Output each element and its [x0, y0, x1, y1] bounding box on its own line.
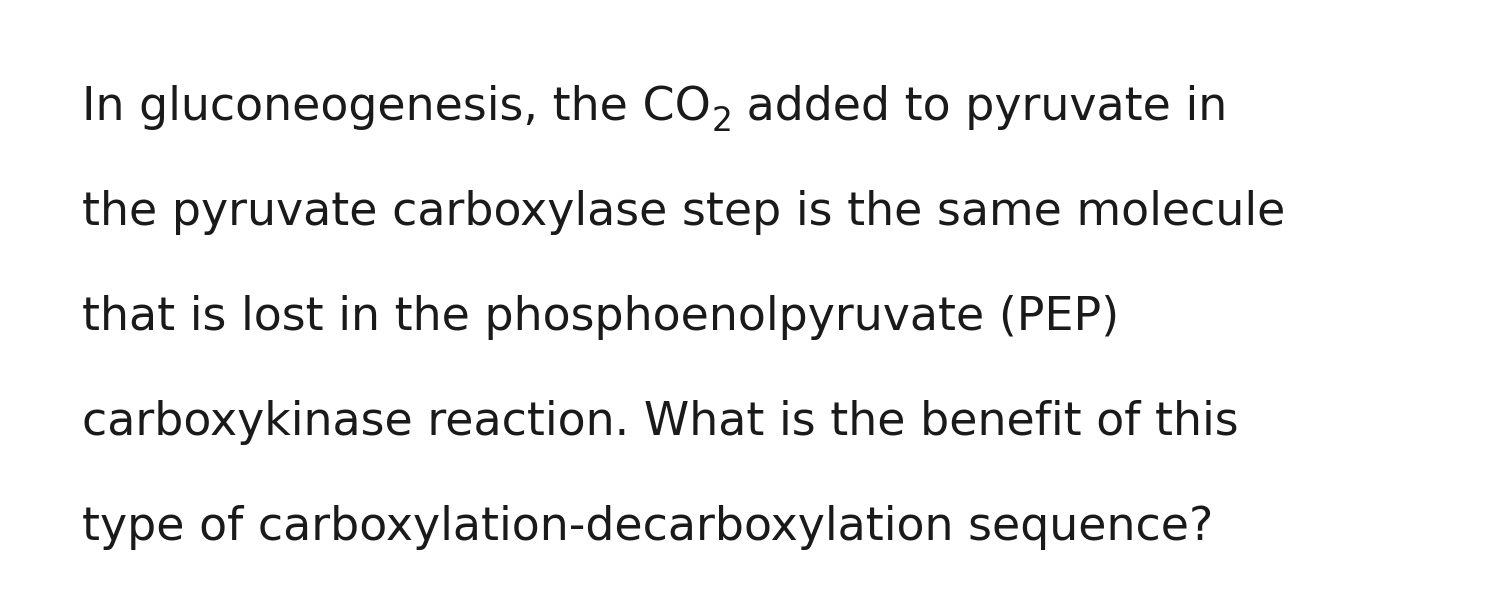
Text: carboxykinase reaction. What is the benefit of this: carboxykinase reaction. What is the bene… — [82, 400, 1239, 445]
Text: added to pyruvate in: added to pyruvate in — [732, 85, 1227, 130]
Text: 2: 2 — [711, 105, 732, 138]
Text: In gluconeogenesis, the CO: In gluconeogenesis, the CO — [82, 85, 711, 130]
Text: that is lost in the phosphoenolpyruvate (PEP): that is lost in the phosphoenolpyruvate … — [82, 295, 1119, 340]
Text: type of carboxylation-decarboxylation sequence?: type of carboxylation-decarboxylation se… — [82, 505, 1214, 550]
Text: the pyruvate carboxylase step is the same molecule: the pyruvate carboxylase step is the sam… — [82, 190, 1286, 235]
